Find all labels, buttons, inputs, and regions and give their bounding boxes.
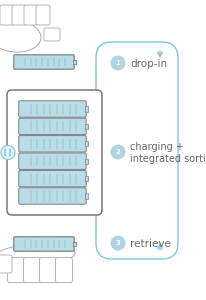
- FancyBboxPatch shape: [19, 101, 86, 117]
- Ellipse shape: [0, 20, 41, 52]
- FancyBboxPatch shape: [23, 257, 41, 283]
- Bar: [73, 60, 76, 64]
- FancyBboxPatch shape: [36, 5, 50, 25]
- FancyBboxPatch shape: [24, 5, 38, 25]
- Circle shape: [110, 145, 125, 160]
- Bar: [85, 124, 89, 129]
- Text: 3: 3: [116, 240, 121, 246]
- Circle shape: [1, 146, 15, 160]
- Text: 2: 2: [116, 149, 120, 155]
- FancyBboxPatch shape: [14, 55, 74, 69]
- Bar: [85, 193, 89, 199]
- Circle shape: [110, 56, 125, 70]
- FancyBboxPatch shape: [55, 257, 73, 283]
- FancyBboxPatch shape: [44, 28, 60, 41]
- FancyBboxPatch shape: [19, 188, 86, 204]
- Text: 1: 1: [116, 60, 121, 66]
- FancyBboxPatch shape: [0, 255, 12, 273]
- FancyBboxPatch shape: [19, 118, 86, 135]
- Bar: [85, 158, 89, 164]
- FancyBboxPatch shape: [7, 257, 25, 283]
- FancyBboxPatch shape: [7, 90, 102, 215]
- FancyBboxPatch shape: [40, 257, 56, 283]
- Bar: [73, 242, 76, 246]
- Bar: [85, 106, 89, 112]
- Ellipse shape: [0, 244, 75, 266]
- Text: charging +
integrated sorting: charging + integrated sorting: [130, 142, 206, 164]
- Bar: [85, 141, 89, 146]
- Circle shape: [110, 236, 125, 250]
- Text: drop-in: drop-in: [130, 59, 167, 69]
- FancyBboxPatch shape: [14, 237, 74, 251]
- FancyBboxPatch shape: [12, 5, 26, 25]
- Bar: [85, 176, 89, 181]
- FancyBboxPatch shape: [19, 153, 86, 169]
- FancyBboxPatch shape: [19, 170, 86, 187]
- FancyBboxPatch shape: [19, 136, 86, 152]
- FancyBboxPatch shape: [0, 5, 14, 25]
- Text: retrieve: retrieve: [130, 239, 171, 249]
